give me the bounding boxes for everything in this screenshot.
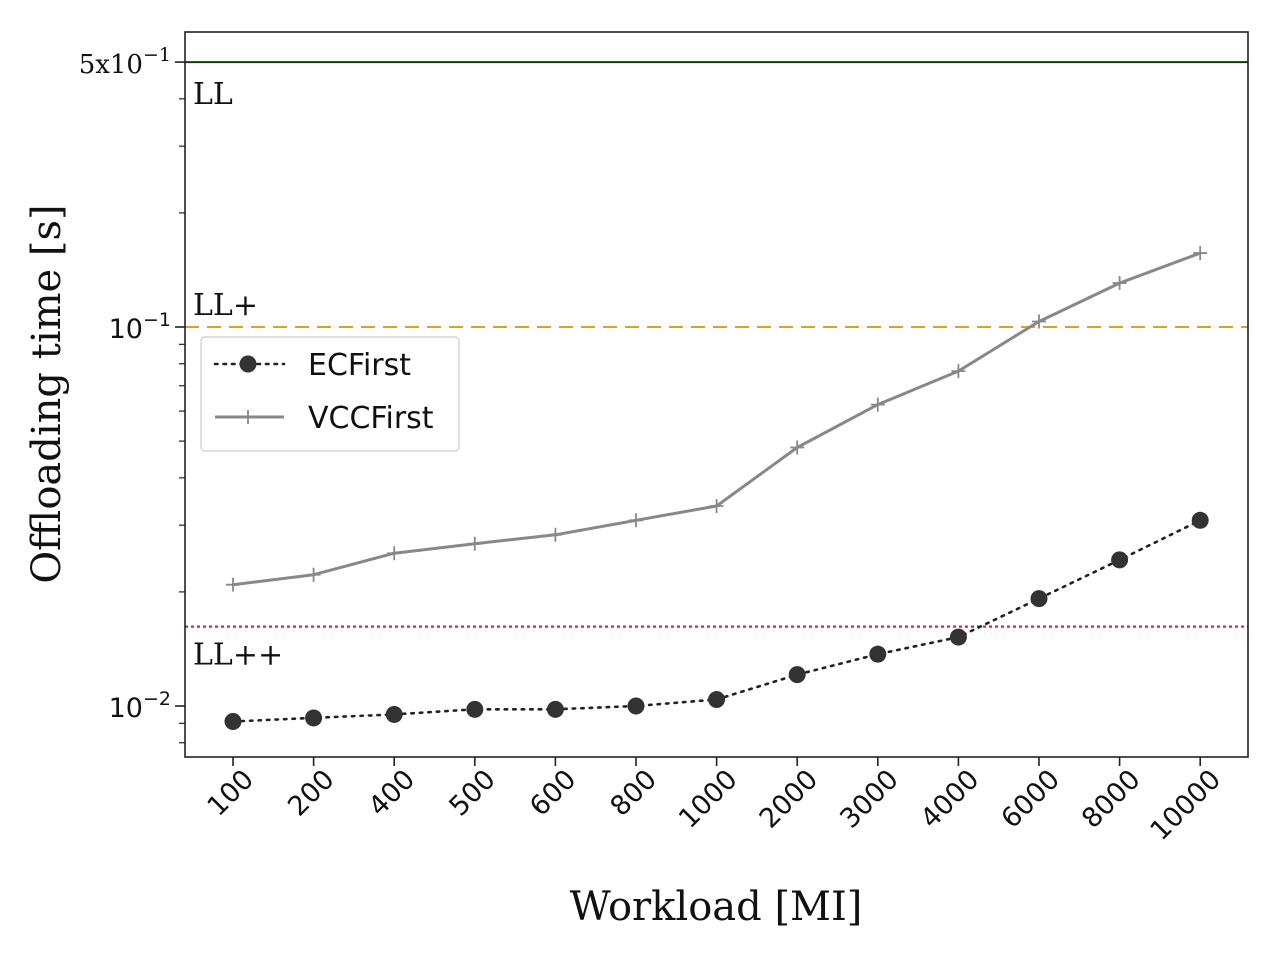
reference-lines xyxy=(185,61,1248,628)
data-point-ecfirst xyxy=(627,697,645,715)
y-axis: 5x10−1 10−1 10−2 xyxy=(79,44,185,744)
data-point-ecfirst xyxy=(788,666,806,684)
reference-labels: LL LL+ LL++ xyxy=(193,77,283,673)
legend: ECFirst VCCFirst xyxy=(200,336,460,452)
x-tick-label: 500 xyxy=(443,764,501,822)
data-point-vccfirst xyxy=(1032,314,1046,329)
x-tick-label: 4000 xyxy=(915,764,986,835)
x-tick-label: 100 xyxy=(202,764,260,822)
legend-ecfirst-label: ECFirst xyxy=(308,348,411,383)
data-point-vccfirst xyxy=(951,364,966,379)
data-point-vccfirst xyxy=(226,577,240,592)
x-tick-label: 2000 xyxy=(754,764,825,835)
x-axis-title: Workload [MI] xyxy=(570,884,863,930)
legend-ecfirst-marker xyxy=(239,355,257,373)
data-point-ecfirst xyxy=(1191,511,1209,529)
data-point-vccfirst xyxy=(870,397,885,412)
x-tick-label: 1000 xyxy=(673,764,744,835)
data-point-vccfirst xyxy=(387,546,402,561)
data-point-vccfirst xyxy=(548,527,563,542)
legend-vccfirst-label: VCCFirst xyxy=(308,401,434,436)
y-tick-label: 5x10−1 xyxy=(79,44,171,80)
y-tick-label: 10−2 xyxy=(109,688,171,724)
data-point-vccfirst xyxy=(1112,276,1127,291)
data-point-ecfirst xyxy=(1111,551,1129,569)
data-point-vccfirst xyxy=(709,499,724,514)
data-point-ecfirst xyxy=(305,709,323,727)
data-point-ecfirst xyxy=(708,691,726,709)
ref-label-llplusplus: LL++ xyxy=(193,638,283,673)
x-tick-label: 800 xyxy=(605,764,663,822)
y-tick-label: 10−1 xyxy=(109,309,171,345)
data-point-vccfirst xyxy=(467,536,482,551)
x-tick-label: 400 xyxy=(363,764,421,822)
data-point-ecfirst xyxy=(949,628,967,646)
data-point-vccfirst xyxy=(790,440,805,455)
ref-label-llplus: LL+ xyxy=(193,288,258,323)
data-point-vccfirst xyxy=(306,567,321,582)
x-tick-label: 600 xyxy=(524,764,582,822)
data-point-ecfirst xyxy=(869,645,887,663)
data-point-ecfirst xyxy=(224,713,242,731)
data-point-ecfirst xyxy=(1030,590,1048,608)
x-tick-label: 200 xyxy=(282,764,340,822)
legend-vccfirst-marker xyxy=(241,410,255,424)
legend-box xyxy=(200,336,460,452)
series-layer xyxy=(224,246,1209,731)
x-tick-label: 8000 xyxy=(1076,764,1147,835)
data-point-ecfirst xyxy=(546,700,564,718)
data-point-vccfirst xyxy=(1193,246,1208,261)
x-tick-label: 3000 xyxy=(834,764,905,835)
data-point-vccfirst xyxy=(629,513,643,528)
x-tick-label: 10000 xyxy=(1144,764,1227,847)
data-point-ecfirst xyxy=(385,705,403,723)
x-tick-label: 6000 xyxy=(995,764,1066,835)
y-axis-title: Offloading time [s] xyxy=(24,204,70,583)
ref-label-ll: LL xyxy=(193,77,233,112)
data-point-ecfirst xyxy=(466,700,484,718)
x-axis: 100 200 400 500 600 800 1000 2000 3000 4000 6000 80… xyxy=(202,757,1227,847)
